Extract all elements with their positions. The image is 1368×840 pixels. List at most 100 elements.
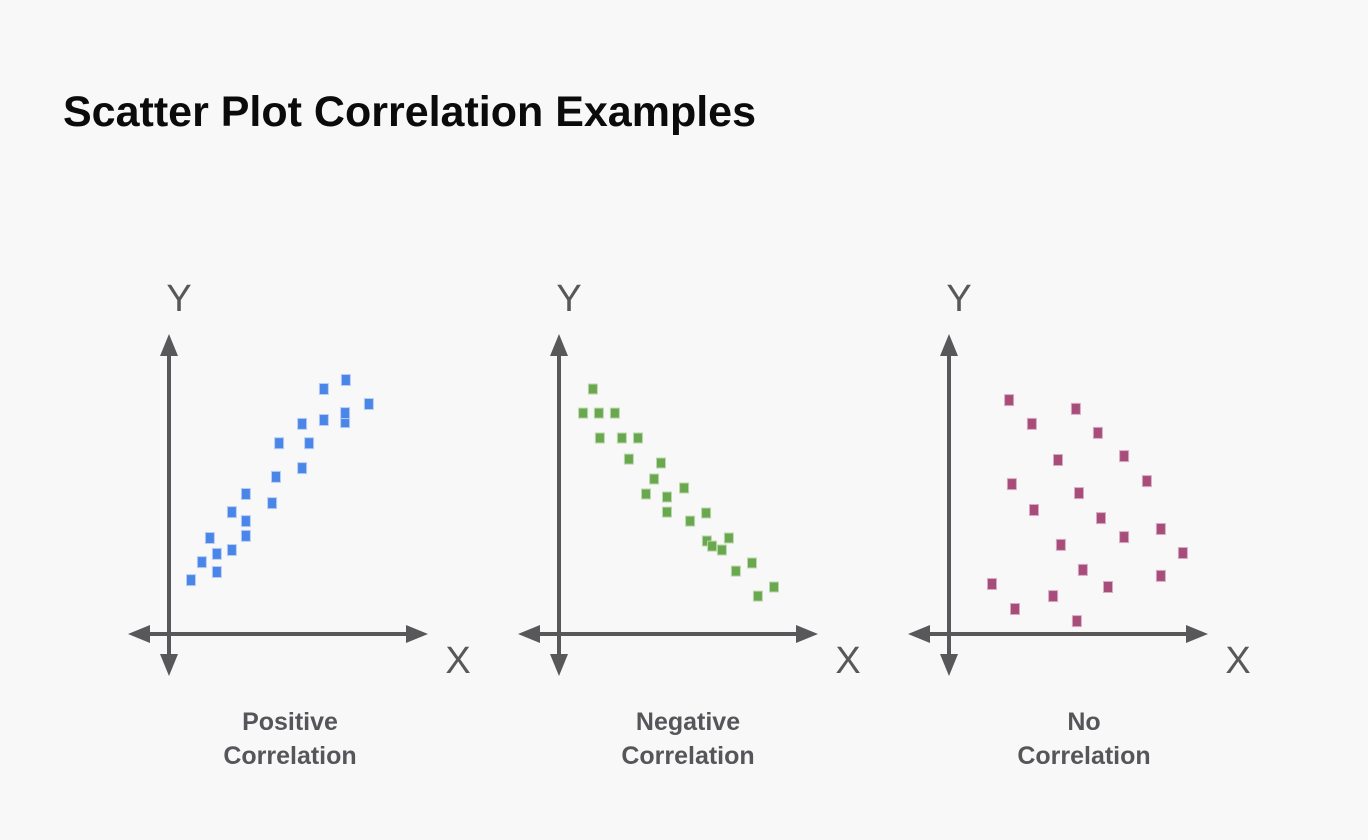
data-point: [340, 407, 351, 420]
data-point: [707, 540, 718, 552]
y-axis-label: Y: [166, 280, 191, 320]
data-point: [363, 398, 374, 410]
page-title: Scatter Plot Correlation Examples: [63, 88, 756, 136]
y-axis-label: Y: [946, 280, 971, 320]
scatter-points: [987, 394, 1188, 628]
data-point: [1155, 569, 1166, 582]
caption-line: Correlation: [223, 742, 357, 770]
y-axis: [550, 334, 568, 676]
arrow-left-icon: [128, 625, 150, 643]
data-point: [578, 407, 589, 419]
data-point: [1155, 523, 1166, 535]
data-point: [594, 432, 605, 444]
data-point: [716, 544, 727, 556]
chart-caption-none: No Correlation: [954, 705, 1214, 773]
caption-line: Positive: [242, 708, 338, 736]
data-point: [1119, 531, 1130, 544]
arrow-up-icon: [940, 334, 958, 356]
data-point: [701, 507, 712, 519]
data-point: [1053, 454, 1063, 466]
data-point: [318, 383, 329, 395]
x-axis: [518, 625, 818, 643]
data-point: [623, 453, 634, 465]
data-point: [340, 374, 351, 386]
data-point: [1006, 478, 1017, 491]
data-point: [609, 407, 620, 419]
data-point: [226, 506, 237, 519]
data-point: [987, 578, 997, 590]
arrow-up-icon: [160, 334, 178, 356]
data-point: [1070, 402, 1081, 415]
data-point: [587, 383, 598, 395]
x-axis: [128, 625, 428, 643]
data-point: [240, 515, 251, 528]
data-point: [186, 574, 196, 587]
data-point: [1103, 581, 1113, 593]
data-point: [747, 557, 757, 569]
data-point: [211, 547, 222, 560]
x-axis: [908, 625, 1208, 643]
data-point: [662, 506, 672, 518]
data-point: [318, 414, 329, 426]
arrow-right-icon: [406, 625, 428, 643]
data-point: [679, 482, 690, 494]
data-point: [1096, 512, 1106, 525]
arrow-right-icon: [796, 625, 818, 643]
arrow-left-icon: [908, 625, 930, 643]
data-point: [1092, 426, 1103, 439]
data-point: [1004, 394, 1015, 407]
data-point: [1141, 475, 1152, 488]
scatter-plot-positive-correlation: Y X: [128, 280, 470, 682]
y-axis-label: Y: [556, 280, 581, 320]
data-point: [685, 515, 696, 527]
data-point: [304, 437, 315, 450]
arrow-right-icon: [1186, 625, 1208, 643]
arrow-down-icon: [940, 654, 958, 676]
data-point: [656, 457, 666, 469]
data-point: [1055, 538, 1066, 551]
data-point: [1048, 590, 1059, 603]
chart-caption-negative: Negative Correlation: [558, 705, 818, 773]
data-point: [240, 488, 251, 500]
arrow-left-icon: [518, 625, 540, 643]
data-point: [769, 581, 779, 593]
data-point: [752, 590, 763, 602]
chart-caption-positive: Positive Correlation: [160, 705, 420, 773]
data-point: [226, 544, 237, 556]
data-point: [1010, 603, 1020, 615]
arrow-up-icon: [550, 334, 568, 356]
data-point: [1119, 450, 1130, 463]
scatter-plot-no-correlation: Y X: [908, 280, 1250, 682]
data-point: [1177, 547, 1188, 559]
data-point: [723, 532, 734, 544]
data-point: [616, 432, 627, 444]
data-point: [274, 437, 285, 450]
y-axis: [160, 334, 178, 676]
data-point: [271, 470, 281, 483]
data-point: [297, 462, 308, 475]
scatter-points: [578, 383, 779, 602]
data-point: [730, 565, 741, 577]
data-point: [1071, 615, 1082, 628]
caption-line: Negative: [635, 708, 741, 736]
arrow-down-icon: [550, 654, 568, 676]
scatter-plot-negative-correlation: Y X: [518, 280, 860, 682]
data-point: [641, 488, 651, 500]
data-point: [1074, 487, 1084, 500]
data-point: [204, 532, 215, 544]
scatter-points: [186, 374, 374, 587]
data-point: [297, 417, 308, 430]
x-axis-label: X: [445, 640, 470, 682]
caption-line: Correlation: [1017, 742, 1151, 770]
data-point: [662, 491, 672, 503]
data-point: [649, 473, 660, 485]
data-point: [240, 529, 251, 542]
data-point: [1077, 563, 1088, 576]
arrow-down-icon: [160, 654, 178, 676]
caption-line: No: [1067, 708, 1101, 736]
y-axis: [940, 334, 958, 676]
x-axis-label: X: [1225, 640, 1250, 682]
data-point: [593, 407, 604, 419]
data-point: [211, 566, 222, 578]
